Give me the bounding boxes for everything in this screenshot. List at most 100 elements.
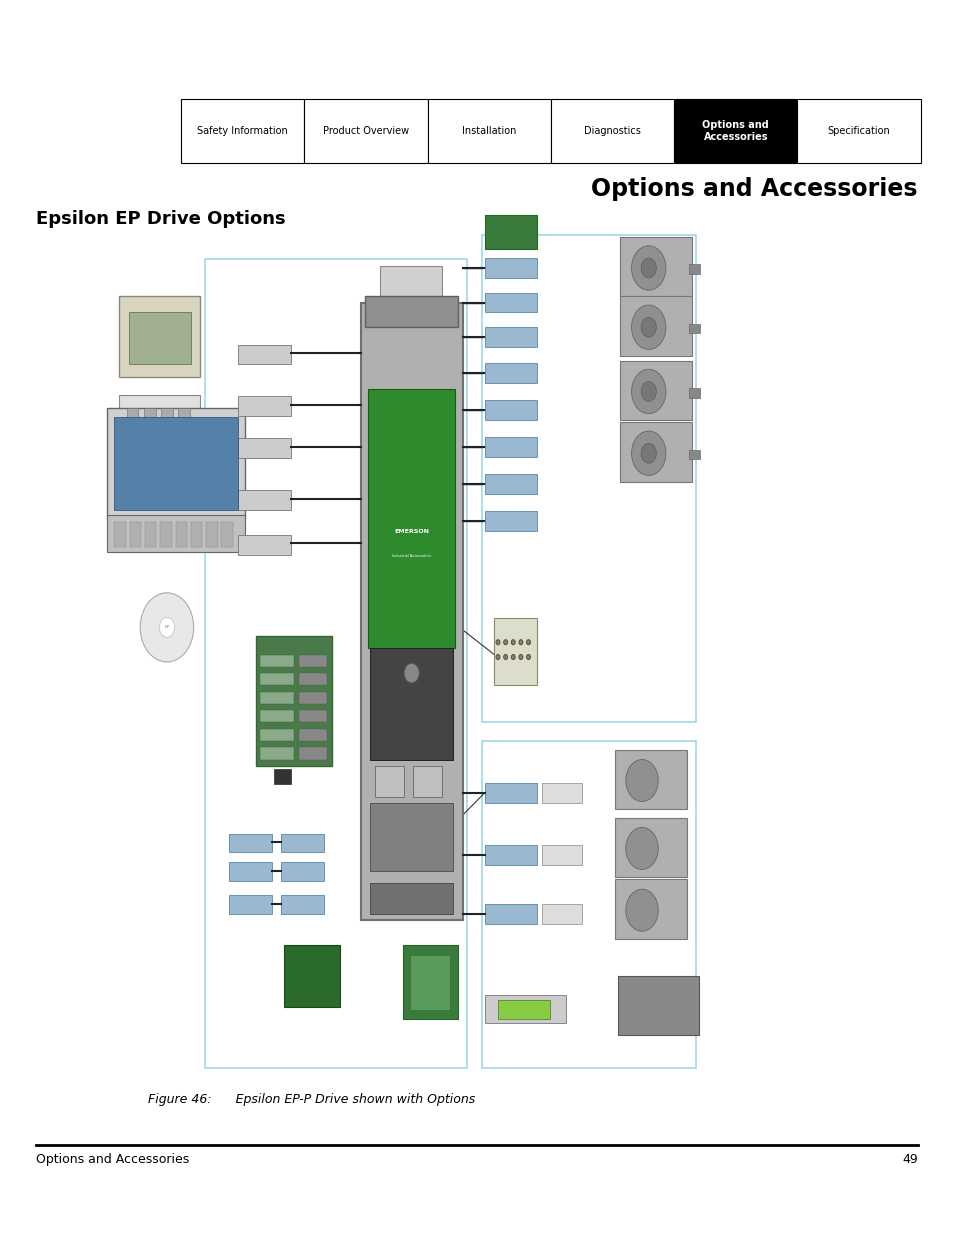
Text: EMERSON: EMERSON [394,529,429,534]
Circle shape [496,655,499,659]
Bar [688,450,700,459]
Bar [130,522,141,547]
Bar [550,99,674,163]
Bar [365,296,457,327]
Bar [484,327,537,347]
Bar [402,945,457,1019]
Circle shape [159,618,174,637]
Bar [114,522,126,547]
Circle shape [640,443,656,463]
Bar [619,237,691,296]
Circle shape [496,640,499,645]
Circle shape [526,655,530,659]
Circle shape [640,382,656,401]
Bar [260,673,294,685]
Circle shape [640,258,656,278]
Bar [260,710,294,722]
Bar [107,408,245,519]
Bar [145,522,156,547]
Bar [238,490,291,510]
Text: Options and Accessories: Options and Accessories [591,177,917,200]
Bar [688,324,700,333]
Bar [205,259,467,1068]
Bar [481,235,696,722]
Bar [481,741,696,1068]
Bar [618,976,699,1035]
Bar [114,417,237,510]
Bar [298,692,327,704]
Bar [255,636,332,766]
Bar [427,99,550,163]
Bar [615,879,686,939]
Circle shape [503,640,507,645]
Bar [206,522,217,547]
Bar [304,99,427,163]
Bar [484,904,537,924]
Bar [298,729,327,741]
Bar [260,729,294,741]
Bar [619,296,691,356]
Bar [484,995,565,1023]
Bar [298,655,327,667]
Bar [238,535,291,555]
Circle shape [640,317,656,337]
Circle shape [140,593,193,662]
Bar [541,845,581,864]
Bar [410,955,450,1010]
Bar [497,1000,550,1019]
Bar [260,655,294,667]
Bar [119,296,200,377]
Circle shape [526,640,530,645]
Text: Specification: Specification [827,126,889,136]
Circle shape [511,640,515,645]
Bar [298,747,327,760]
Bar [370,883,453,914]
Bar [688,388,700,398]
Bar [175,522,187,547]
Bar [229,895,272,914]
Bar [674,99,797,163]
Bar [160,522,172,547]
Bar [144,408,155,430]
Bar [238,438,291,458]
Circle shape [518,640,522,645]
Bar [281,834,324,852]
Bar [360,303,462,920]
Bar [107,515,245,552]
Circle shape [518,655,522,659]
Bar [619,422,691,482]
Bar [484,511,537,531]
Bar [191,522,202,547]
Circle shape [631,431,665,475]
Bar [298,673,327,685]
Text: EP: EP [164,625,170,630]
Bar [484,215,537,249]
Bar [161,408,172,430]
Bar [484,363,537,383]
Text: Diagnostics: Diagnostics [583,126,640,136]
Bar [229,862,272,881]
Bar [298,710,327,722]
Bar [281,895,324,914]
Bar [238,345,291,364]
Bar [797,99,920,163]
Circle shape [625,827,658,869]
Text: Safety Information: Safety Information [197,126,288,136]
Bar [221,522,233,547]
Text: Figure 46:      Epsilon EP-P Drive shown with Options: Figure 46: Epsilon EP-P Drive shown with… [148,1093,475,1107]
Bar [688,264,700,274]
Bar [238,396,291,416]
Text: Options and Accessories: Options and Accessories [36,1153,190,1167]
Bar [370,648,453,760]
Circle shape [503,655,507,659]
Bar [494,618,537,685]
Bar [375,766,403,797]
Bar [484,474,537,494]
Circle shape [625,760,658,802]
Text: Epsilon EP Drive Options: Epsilon EP Drive Options [36,210,286,228]
Bar [260,747,294,760]
Text: Industrial Automation: Industrial Automation [392,553,431,558]
Circle shape [511,655,515,659]
Bar [413,766,441,797]
Bar [484,437,537,457]
